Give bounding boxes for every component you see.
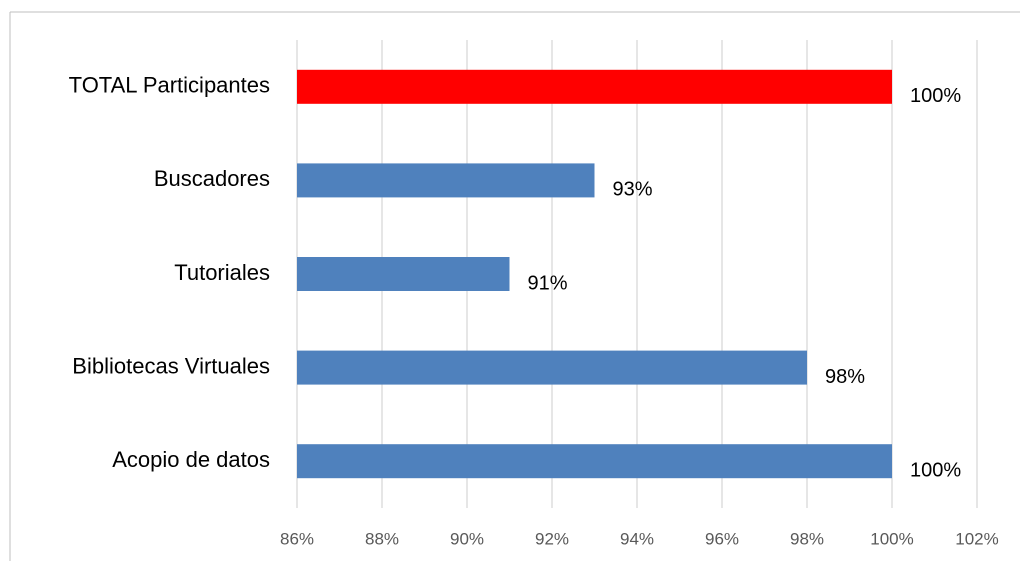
bar (297, 163, 595, 198)
y-tick-label: TOTAL Participantes (69, 73, 270, 98)
x-tick-label: 98% (790, 529, 824, 548)
value-label: 93% (613, 179, 653, 201)
x-tick-label: 96% (705, 529, 739, 548)
bar (297, 350, 807, 385)
y-tick-label: Buscadores (154, 166, 270, 191)
x-tick-label: 92% (535, 529, 569, 548)
y-tick-label: Tutoriales (174, 260, 270, 285)
x-tick-label: 88% (365, 529, 399, 548)
value-label: 91% (528, 272, 568, 294)
x-tick-label: 94% (620, 529, 654, 548)
value-label: 98% (825, 366, 865, 388)
bar (297, 257, 510, 291)
x-tick-label: 102% (955, 529, 998, 548)
y-tick-label: Bibliotecas Virtuales (72, 353, 270, 378)
value-label: 100% (910, 459, 961, 481)
x-tick-label: 100% (870, 529, 913, 548)
bar (297, 444, 892, 479)
x-tick-label: 90% (450, 529, 484, 548)
x-tick-label: 86% (280, 529, 314, 548)
bar (297, 69, 892, 104)
value-label: 100% (910, 85, 961, 107)
y-tick-label: Acopio de datos (112, 447, 270, 472)
